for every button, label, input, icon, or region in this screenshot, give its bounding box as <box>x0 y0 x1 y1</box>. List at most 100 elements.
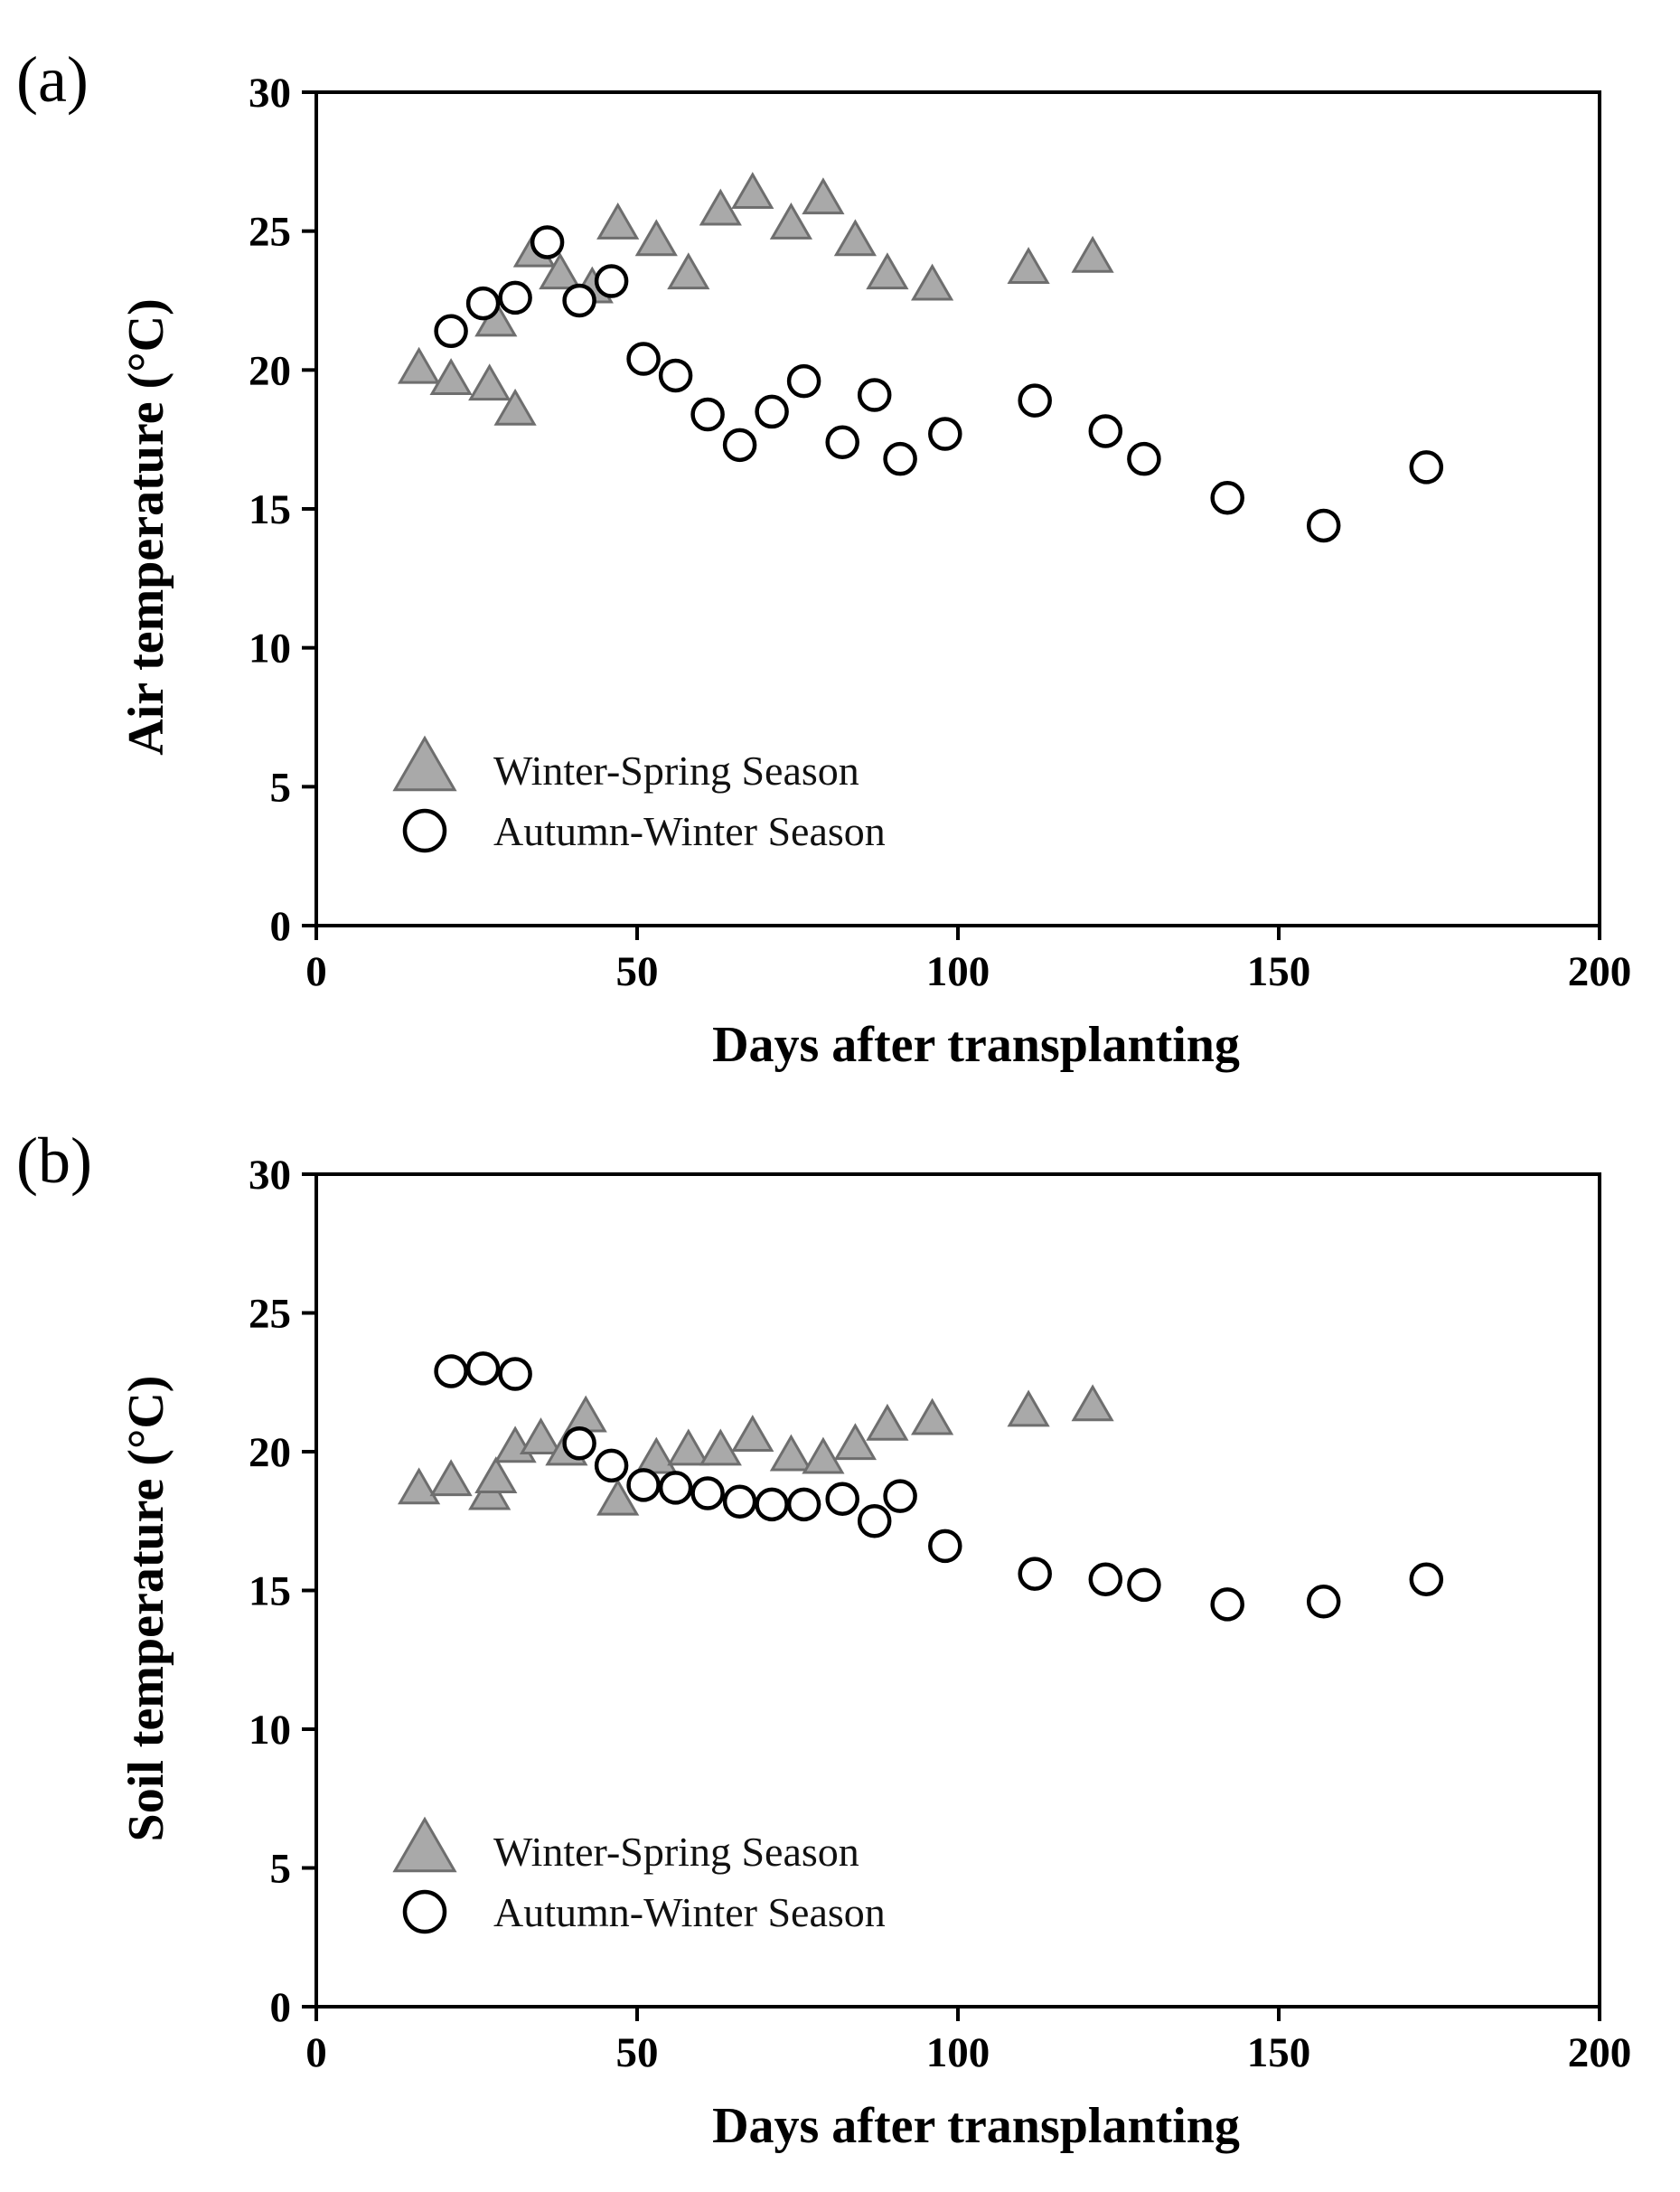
x-tick-label: 0 <box>305 2029 327 2076</box>
data-point-triangle <box>474 1456 518 1494</box>
data-point-triangle <box>911 1397 954 1435</box>
data-point-circle <box>755 394 789 429</box>
x-tick-label: 200 <box>1568 2029 1632 2076</box>
legend: Winter-Spring Season Autumn-Winter Season <box>392 735 886 854</box>
data-point-triangle <box>802 177 845 215</box>
data-point-circle <box>562 283 596 318</box>
data-point-triangle <box>539 252 582 290</box>
y-tick-label: 25 <box>249 1291 291 1338</box>
data-point-triangle <box>596 202 640 240</box>
series-winter-spring <box>398 1384 1114 1516</box>
data-point-circle <box>498 280 532 315</box>
data-point-circle <box>465 286 501 321</box>
data-point-triangle <box>769 202 812 240</box>
y-tick-label: 0 <box>270 903 292 950</box>
legend-label: Winter-Spring Season <box>493 748 859 794</box>
chart-panel-a: (a) 0 5 10 15 20 25 30 0 50 100 150 200 Days after tr… <box>16 43 1631 1073</box>
data-point-circle <box>594 264 629 298</box>
series-autumn-winter <box>434 1351 1444 1622</box>
x-tick-label: 0 <box>305 948 327 995</box>
y-axis-title: Soil temperature (°C) <box>118 1376 174 1842</box>
data-point-circle <box>1018 383 1052 418</box>
data-point-triangle <box>866 1403 909 1441</box>
data-point-triangle <box>429 1459 473 1497</box>
data-point-circle <box>434 314 468 349</box>
data-point-circle <box>1306 508 1341 543</box>
data-point-triangle <box>866 252 909 290</box>
data-point-circle <box>883 1479 917 1513</box>
data-point-triangle <box>1007 247 1050 285</box>
data-point-circle <box>786 1487 821 1522</box>
data-point-triangle <box>519 1417 563 1455</box>
data-point-circle <box>825 425 859 459</box>
data-point-circle <box>690 1476 725 1510</box>
data-point-circle <box>786 363 821 399</box>
x-tick-label: 50 <box>616 948 659 995</box>
x-tick-label: 100 <box>926 2029 990 2076</box>
data-point-circle <box>562 1426 596 1461</box>
data-point-triangle <box>911 263 954 301</box>
y-tick-label: 25 <box>249 209 291 256</box>
data-point-circle <box>857 1504 892 1538</box>
y-tick-label: 10 <box>249 1707 291 1754</box>
x-tick-label: 150 <box>1247 948 1311 995</box>
data-point-triangle <box>667 1428 710 1466</box>
x-tick-label: 200 <box>1568 948 1632 995</box>
panel-label: (b) <box>16 1124 92 1197</box>
data-point-triangle <box>833 1423 877 1461</box>
data-point-circle <box>658 1471 693 1505</box>
data-point-triangle <box>769 1434 812 1472</box>
data-point-circle <box>690 397 725 432</box>
data-point-triangle <box>429 358 473 395</box>
data-point-circle <box>1127 441 1161 476</box>
data-point-circle <box>1210 480 1244 515</box>
x-axis-title: Days after transplanting <box>712 1017 1240 1073</box>
y-tick-label: 5 <box>270 1846 292 1893</box>
legend-label: Winter-Spring Season <box>493 1829 859 1875</box>
panel-label: (a) <box>16 43 89 116</box>
data-point-triangle <box>833 219 877 257</box>
data-point-triangle <box>699 188 742 226</box>
data-point-triangle <box>699 1428 742 1466</box>
y-tick-label: 20 <box>249 347 291 394</box>
data-point-circle <box>1127 1567 1161 1603</box>
data-point-triangle <box>398 346 441 384</box>
data-point-circle <box>1306 1585 1341 1619</box>
y-axis-title: Air temperature (°C) <box>118 298 174 755</box>
data-point-triangle <box>731 172 774 210</box>
data-point-circle <box>883 441 917 476</box>
y-tick-label: 30 <box>249 70 291 117</box>
data-point-triangle <box>398 1467 441 1505</box>
legend-marker-circle <box>402 1889 447 1934</box>
data-point-circle <box>1409 450 1444 484</box>
data-point-triangle <box>1007 1389 1050 1427</box>
data-point-triangle <box>468 363 512 401</box>
data-point-circle <box>594 1448 629 1483</box>
data-point-circle <box>928 1529 962 1564</box>
y-tick-label: 5 <box>270 764 292 811</box>
data-point-circle <box>465 1351 501 1386</box>
data-point-circle <box>1409 1562 1444 1596</box>
legend-marker-triangle <box>392 735 457 792</box>
legend-marker-triangle <box>392 1816 457 1873</box>
data-point-circle <box>928 417 962 451</box>
data-point-triangle <box>667 252 710 290</box>
y-tick-label: 15 <box>249 1568 291 1615</box>
y-tick-label: 30 <box>249 1152 291 1199</box>
data-point-triangle <box>1071 1384 1114 1422</box>
data-point-circle <box>857 378 892 412</box>
plot-frame <box>314 90 1601 927</box>
data-point-triangle <box>564 1395 607 1433</box>
data-point-circle <box>626 342 661 376</box>
data-point-circle <box>1088 1562 1123 1596</box>
data-point-triangle <box>1071 235 1114 273</box>
data-point-circle <box>530 225 565 259</box>
data-point-triangle <box>731 1415 774 1452</box>
data-point-circle <box>434 1354 468 1388</box>
x-axis-title: Days after transplanting <box>712 2098 1240 2154</box>
data-point-triangle <box>634 1436 678 1474</box>
data-point-triangle <box>596 1478 640 1516</box>
data-point-circle <box>658 358 693 393</box>
legend-marker-circle <box>402 808 447 853</box>
